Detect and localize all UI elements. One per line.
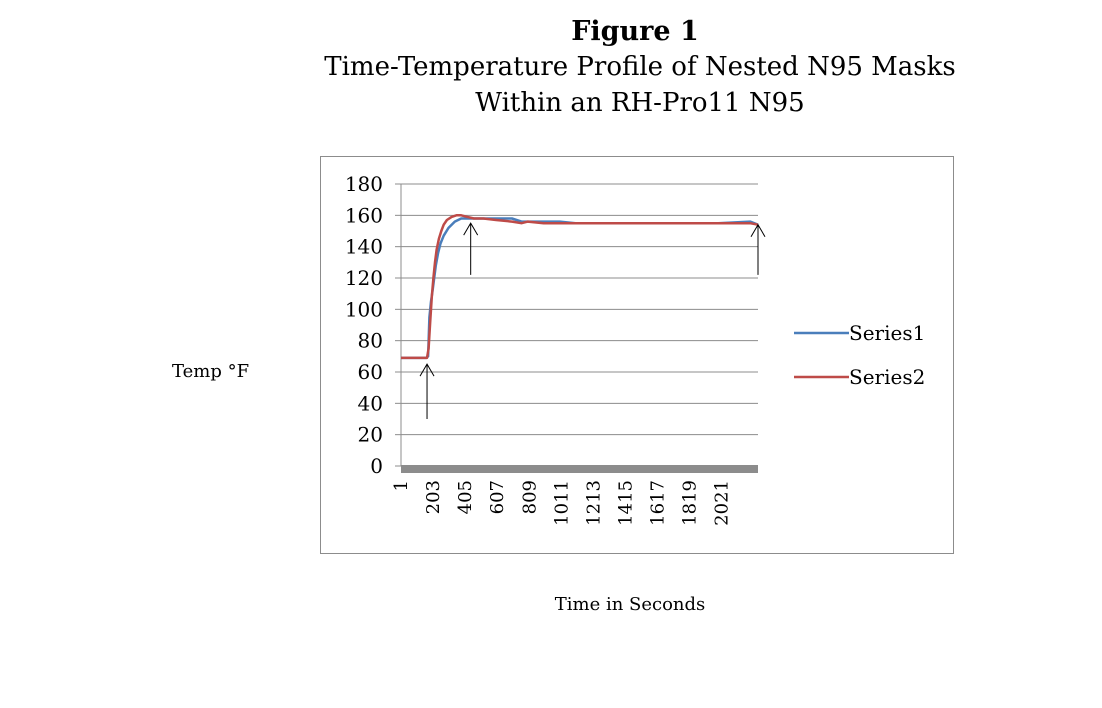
legend-entry-1: Series1	[849, 321, 925, 345]
y-axis-label: Temp °F	[172, 361, 250, 382]
x-axis-ticks: 1 203 405 607 809 1011 1213 1415 1617 1819 2021	[391, 465, 758, 526]
y-tick-label: 160	[345, 203, 383, 227]
y-tick-label: 20	[358, 423, 383, 447]
legend: Series1 Series2	[794, 321, 925, 389]
x-tick-label: 1617	[648, 480, 669, 526]
y-tick-label: 0	[370, 454, 383, 478]
y-tick-label: 140	[345, 235, 383, 259]
chart-frame: 0 20 40 60 80 100 120 140 160 180 1 203 405 607 809 10…	[320, 156, 954, 554]
chart-title-line-2: Within an RH-Pro11 N95	[475, 88, 805, 118]
x-tick-label: 2021	[712, 480, 733, 526]
x-tick-label: 405	[455, 480, 476, 514]
y-axis-ticks: 0 20 40 60 80 100 120 140 160 180	[345, 172, 402, 478]
x-tick-label: 1	[391, 480, 412, 491]
y-tick-label: 40	[358, 391, 383, 415]
annotation-arrow	[419, 363, 435, 419]
series-line-1	[401, 217, 759, 360]
line-chart: 0 20 40 60 80 100 120 140 160 180 1 203 405 607 809 10…	[345, 172, 926, 526]
x-tick-label: 809	[519, 480, 540, 514]
grid-lines	[401, 183, 758, 436]
x-tick-label: 1415	[615, 480, 636, 526]
x-axis-bar	[401, 465, 758, 473]
y-tick-label: 120	[345, 266, 383, 290]
figure-label: Figure 1	[571, 16, 699, 47]
annotation-arrow	[750, 223, 766, 275]
y-tick-label: 180	[345, 172, 383, 196]
series-line-2	[401, 214, 759, 360]
annotation-arrows	[419, 222, 766, 419]
chart-title-line-1: Time-Temperature Profile of Nested N95 M…	[324, 52, 956, 82]
y-tick-label: 100	[345, 297, 383, 321]
x-tick-label: 607	[487, 480, 508, 514]
x-tick-label: 1011	[551, 480, 572, 526]
x-tick-label: 203	[423, 480, 444, 514]
x-tick-label: 1213	[583, 480, 604, 526]
x-tick-label: 1819	[680, 480, 701, 526]
y-tick-label: 80	[358, 329, 383, 353]
series-lines	[401, 214, 759, 360]
annotation-arrow	[463, 222, 479, 275]
x-axis-label: Time in Seconds	[554, 594, 706, 615]
y-tick-label: 60	[358, 360, 383, 384]
legend-entry-2: Series2	[849, 365, 925, 389]
